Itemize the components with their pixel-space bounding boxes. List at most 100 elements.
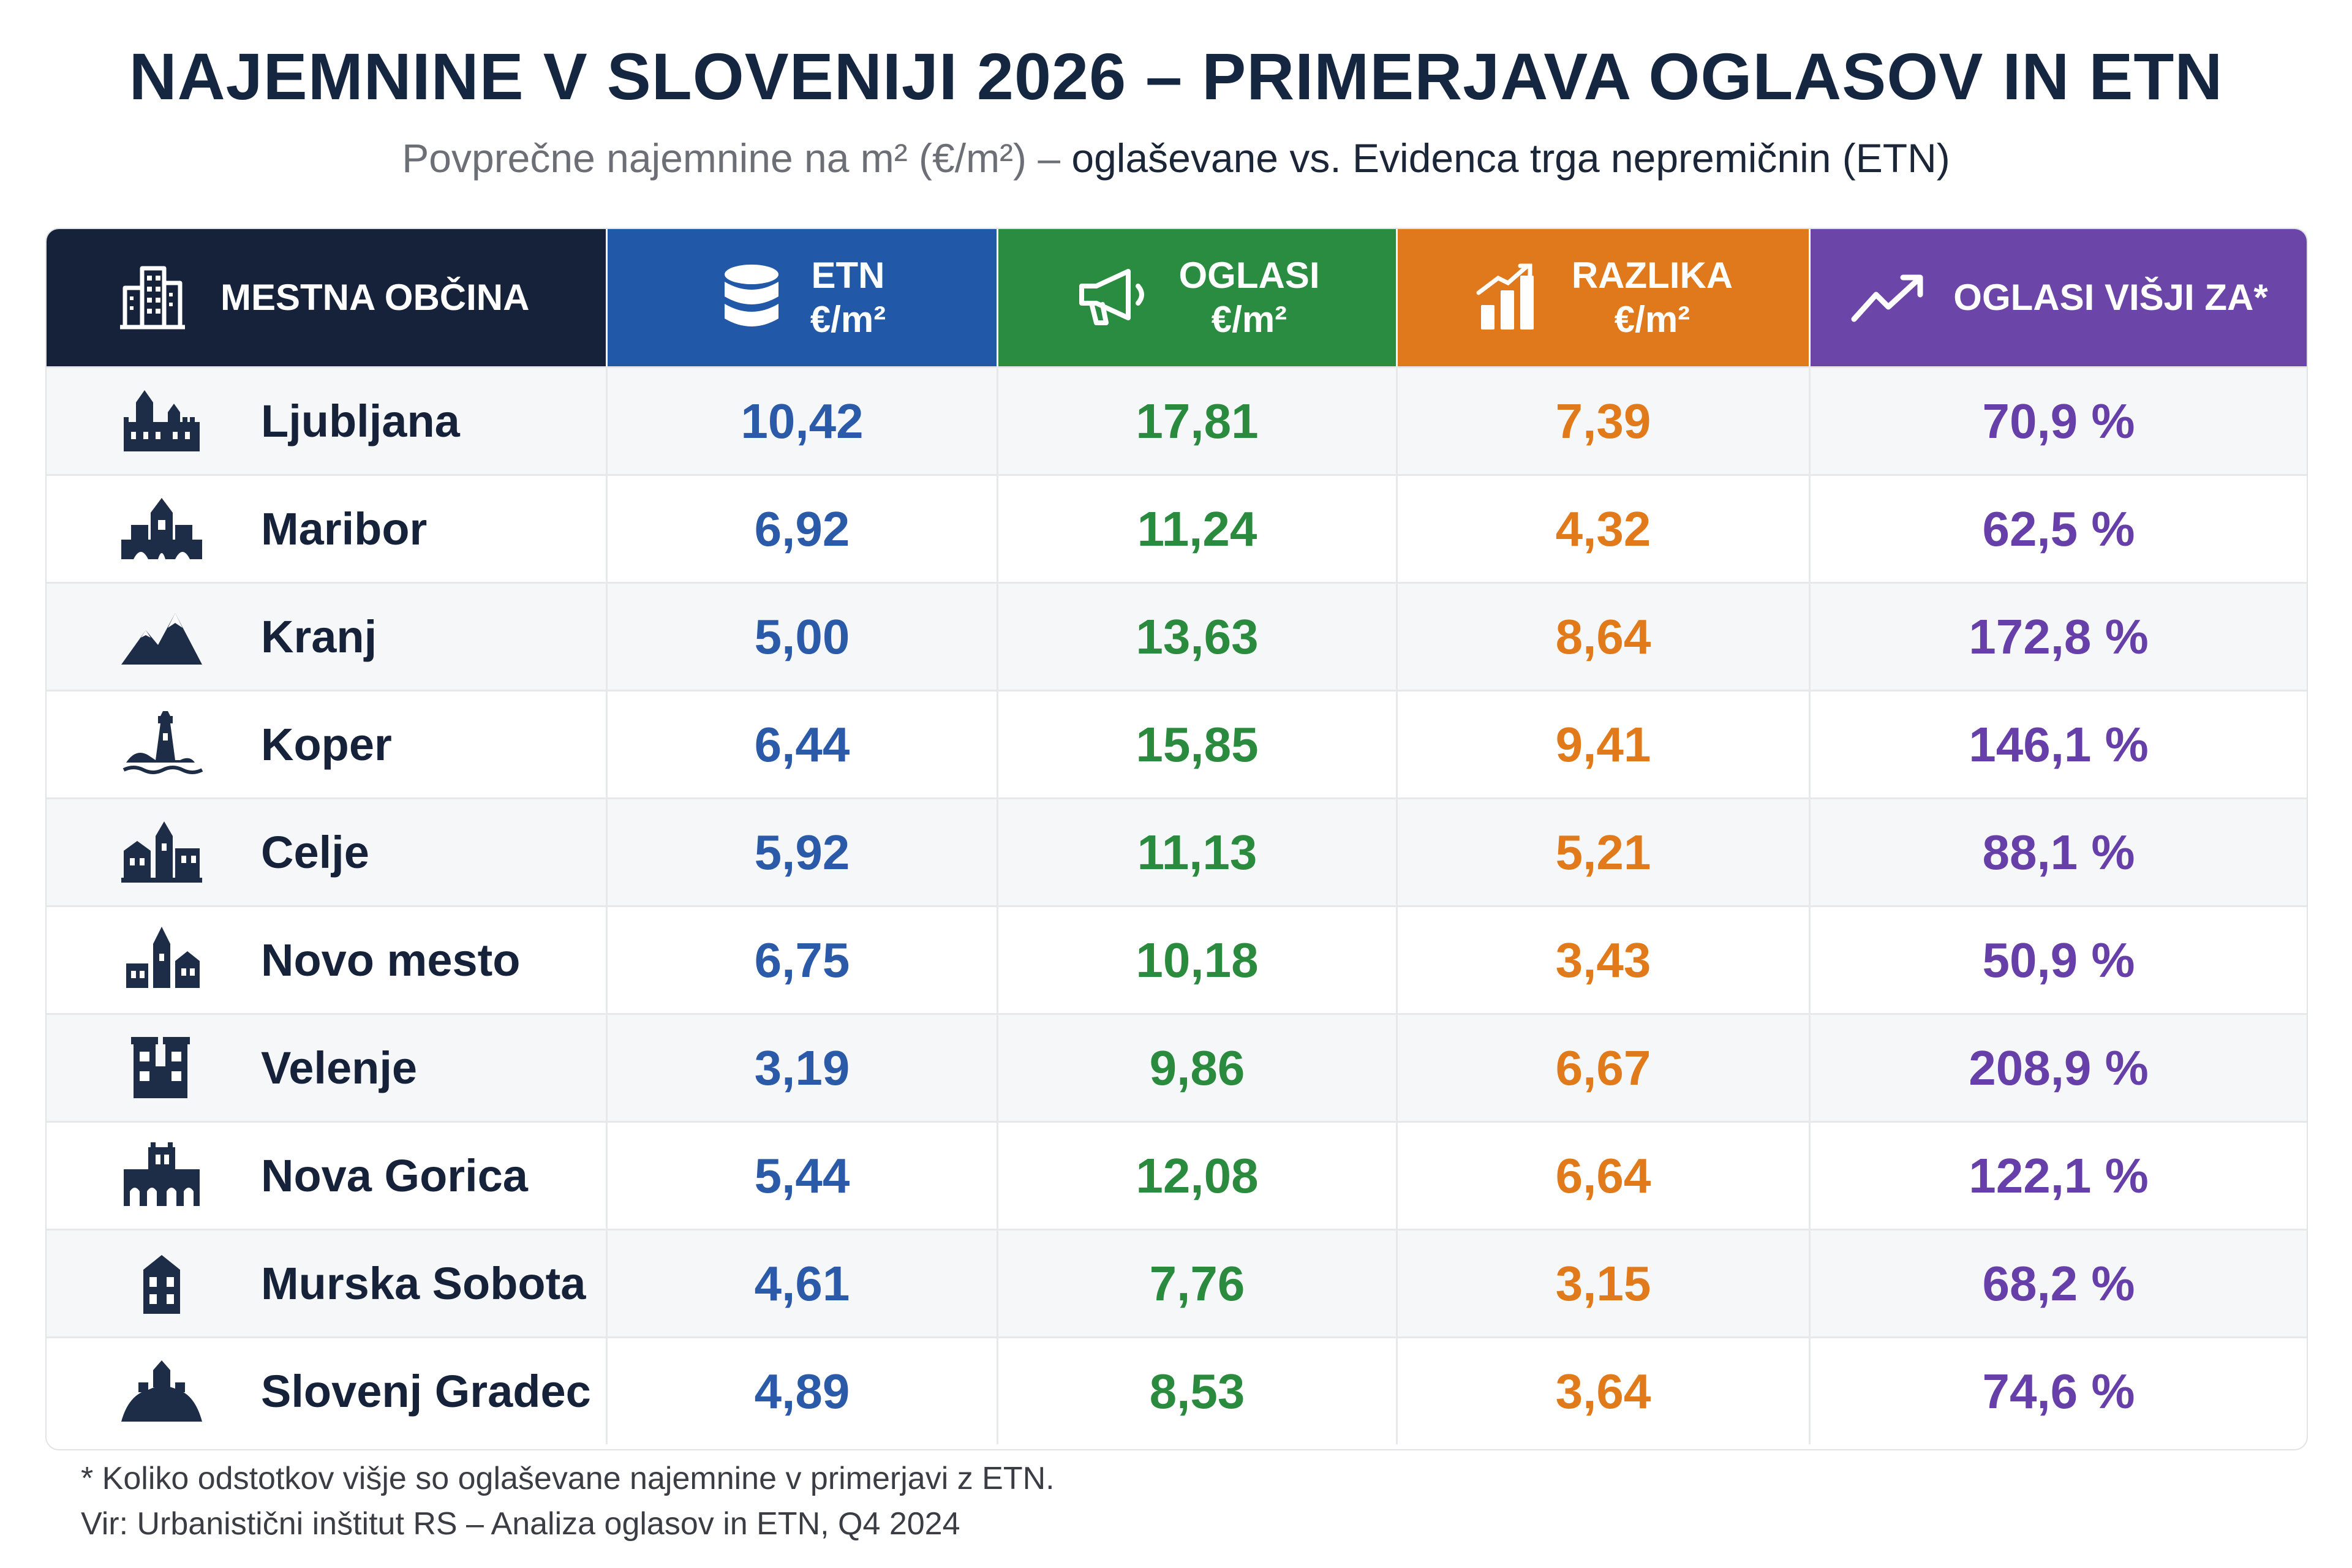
oglasi-value: 11,13 [998,799,1398,905]
visji-value: 208,9 % [1969,1040,2149,1095]
city-cell: Maribor [47,476,608,582]
etn-value: 4,89 [608,1338,998,1444]
city-name: Murska Sobota [261,1258,586,1309]
etn-value: 5,00 [608,584,998,690]
header-unit: €/m² [810,299,886,340]
razlika-value: 3,64 [1398,1338,1811,1444]
etn-value: 6,75 [608,907,998,1013]
table-row: Murska Sobota 4,61 7,76 3,15 68,2 % [47,1229,2307,1336]
manor-icon [143,1254,180,1314]
visji-value: 74,6 % [1982,1363,2135,1419]
oglasi-value: 12,08 [998,1123,1398,1229]
razlika-value: 5,21 [1398,799,1811,905]
visji-value: 62,5 % [1982,501,2135,556]
oglasi-value: 17,81 [998,368,1398,474]
source-note: Vir: Urbanistični inštitut RS – Analiza … [81,1506,960,1542]
visji-value: 88,1 % [1982,824,2135,880]
table-row: Kranj 5,00 13,63 8,64 172,8 % [47,582,2307,690]
megaphone-icon [1079,269,1145,325]
oglasi-value: 13,63 [998,584,1398,690]
oglasi-value: 9,86 [998,1015,1398,1121]
header-label: OGLASI [1178,255,1320,296]
city-name: Ljubljana [261,396,460,447]
page-subtitle: Povprečne najemnine na m² (€/m²) – oglaš… [0,135,2352,181]
table-header: MESTNA OBČINA ETN €/m² OGLASI [47,229,2307,366]
oglasi-value: 10,18 [998,907,1398,1013]
city-name: Celje [261,827,369,878]
city-name: Kranj [261,611,377,662]
header-razlika: RAZLIKA €/m² [1398,229,1811,366]
city-cell: Koper [47,692,608,797]
page-title: NAJEMNINE V SLOVENIJI 2026 – PRIMERJAVA … [129,39,2223,113]
etn-value: 6,44 [608,692,998,797]
razlika-value: 4,32 [1398,476,1811,582]
bar-chart-icon [1476,263,1534,330]
lighthouse-icon [123,710,203,774]
table-row: Ljubljana 10,42 17,81 7,39 70,9 % [47,366,2307,474]
subtitle-prefix: Povprečne najemnine na m² (€/m²) – [402,135,1072,181]
city-cell: Kranj [47,584,608,690]
oglasi-value: 15,85 [998,692,1398,797]
database-icon [724,265,778,326]
city-name: Novo mesto [261,935,521,986]
table-row: Koper 6,44 15,85 9,41 146,1 % [47,690,2307,797]
city-name: Maribor [261,503,428,554]
city-cell: Novo mesto [47,907,608,1013]
rent-comparison-table: MESTNA OBČINA ETN €/m² OGLASI [45,228,2308,1450]
city-name: Koper [261,719,392,770]
visji-value: 68,2 % [1982,1256,2135,1311]
etn-value: 5,92 [608,799,998,905]
etn-value: 6,92 [608,476,998,582]
arcade-building-icon [124,1142,200,1206]
city-cell: Slovenj Gradec [47,1338,608,1444]
razlika-value: 7,39 [1398,368,1811,474]
table-row: Celje 5,92 11,13 5,21 88,1 % [47,797,2307,905]
city-cell: Velenje [47,1015,608,1121]
table-row: Nova Gorica 5,44 12,08 6,64 122,1 % [47,1121,2307,1229]
table-row: Velenje 3,19 9,86 6,67 208,9 % [47,1013,2307,1121]
city-cell: Celje [47,799,608,905]
trend-up-icon [1851,274,1923,322]
city-name: Slovenj Gradec [261,1366,591,1417]
header-oglasi: OGLASI €/m² [998,229,1398,366]
oglasi-value: 7,76 [998,1231,1398,1336]
header-etn: ETN €/m² [608,229,998,366]
castle-icon [124,390,200,451]
razlika-value: 3,43 [1398,907,1811,1013]
table-row: Maribor 6,92 11,24 4,32 62,5 % [47,474,2307,582]
header-oglasi-visji: OGLASI VIŠJI ZA* [1811,229,2307,366]
table-row: Slovenj Gradec 4,89 8,53 3,64 74,6 % [47,1336,2307,1444]
visji-value: 172,8 % [1969,609,2149,664]
razlika-value: 9,41 [1398,692,1811,797]
etn-value: 3,19 [608,1015,998,1121]
header-unit: €/m² [1211,299,1287,340]
visji-value: 70,9 % [1982,393,2135,448]
etn-value: 5,44 [608,1123,998,1229]
oglasi-value: 11,24 [998,476,1398,582]
mountains-icon [121,612,202,665]
oglasi-value: 8,53 [998,1338,1398,1444]
subtitle-strong: oglaševane vs. Evidenca trga nepremičnin… [1071,135,1950,181]
old-town-icon [121,821,202,883]
city-cell: Ljubljana [47,368,608,474]
footnote: * Koliko odstotkov višje so oglaševane n… [81,1461,1055,1496]
header-label: ETN [811,255,885,296]
bridge-town-icon [121,497,202,559]
church-icon [126,926,200,988]
header-label: OGLASI VIŠJI ZA* [1953,277,2268,318]
city-cell: Murska Sobota [47,1231,608,1336]
header-label: RAZLIKA [1571,255,1733,296]
etn-value: 4,61 [608,1231,998,1336]
visji-value: 50,9 % [1982,932,2135,987]
razlika-value: 6,64 [1398,1123,1811,1229]
razlika-value: 6,67 [1398,1015,1811,1121]
hill-castle-icon [121,1360,202,1422]
header-mestna-obcina: MESTNA OBČINA [47,229,608,366]
city-name: Nova Gorica [261,1150,528,1201]
twin-towers-icon [131,1036,190,1098]
visji-value: 122,1 % [1969,1148,2149,1203]
visji-value: 146,1 % [1969,717,2149,772]
city-name: Velenje [261,1042,418,1093]
table-body: Ljubljana 10,42 17,81 7,39 70,9 % [47,366,2307,1444]
header-label: MESTNA OBČINA [221,277,530,318]
